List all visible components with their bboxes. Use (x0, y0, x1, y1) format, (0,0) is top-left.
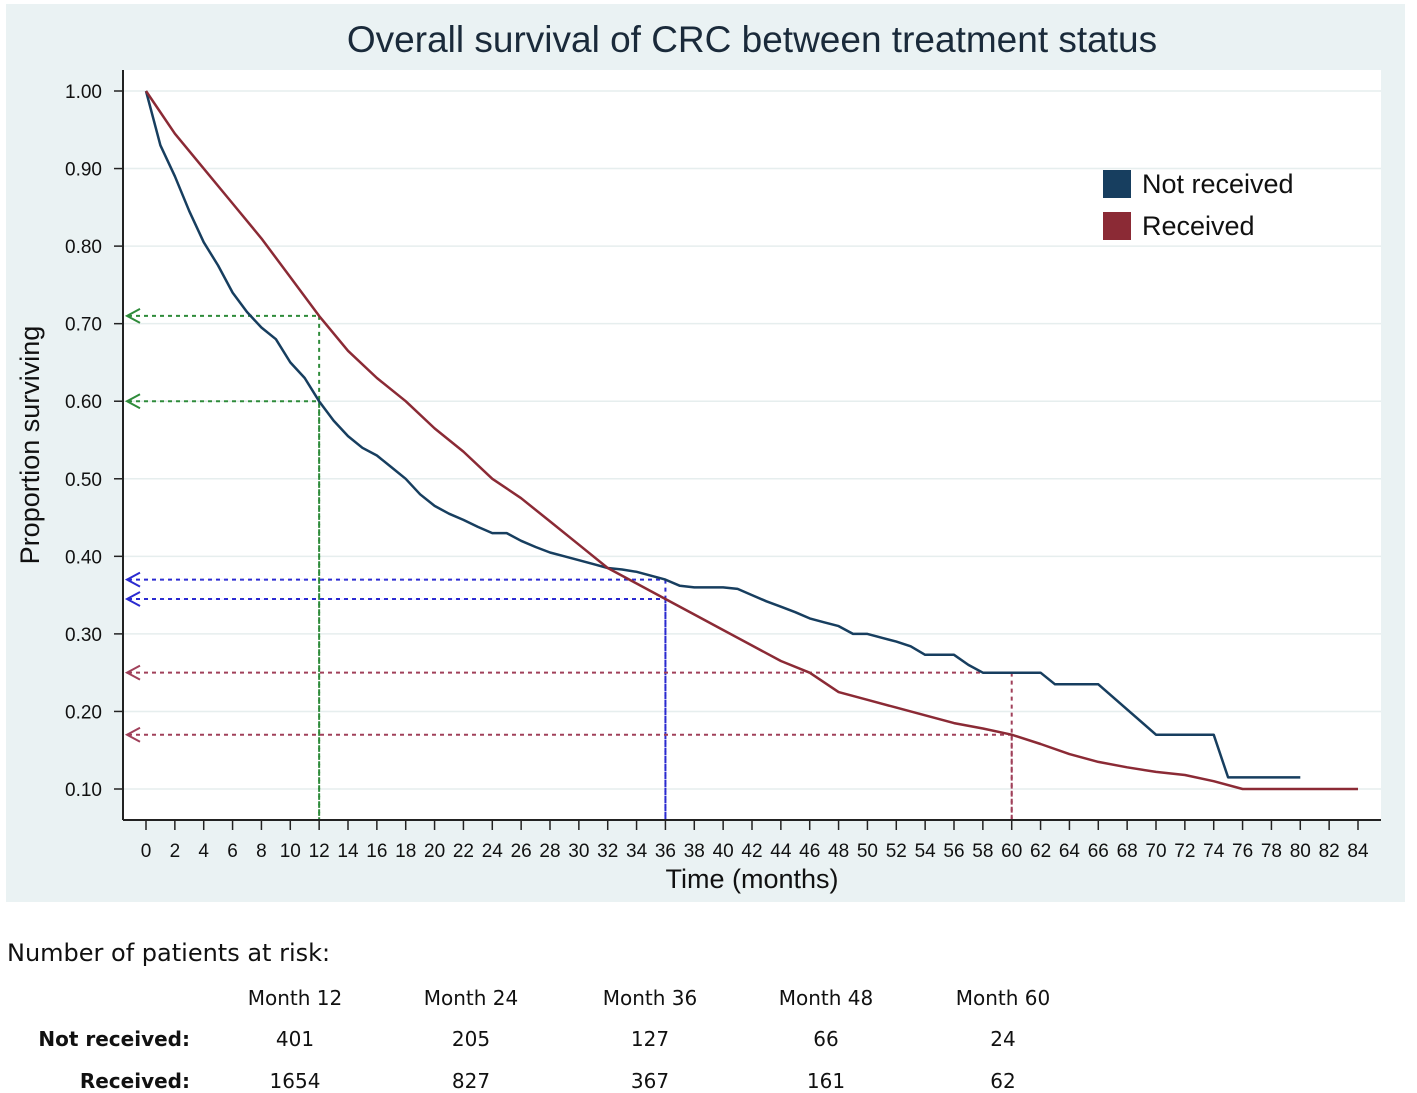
risk-header-month-24: Month 24 (423, 986, 519, 1010)
chart-panel: 1.00 0.90 0.80 0.70 0.60 0.50 0.40 0.30 0.20 0.10… (6, 4, 1405, 902)
y-axis-title: Proportion surviving (15, 326, 45, 565)
risk-cell: 161 (806, 1069, 846, 1093)
y-tick-label: 1.00 (65, 82, 102, 103)
x-tick-label: 12 (309, 841, 330, 862)
series-line-received (144, 90, 1358, 791)
risk-header-month-36: Month 36 (602, 986, 698, 1010)
x-tick-label: 82 (1319, 841, 1340, 862)
legend: Not received Received (1103, 169, 1294, 241)
x-tick-label: 30 (568, 841, 589, 862)
series-lines (144, 90, 1358, 791)
risk-header-month-60: Month 60 (955, 986, 1051, 1010)
x-tick-label: 64 (1059, 841, 1081, 862)
x-tick-label: 66 (1088, 841, 1109, 862)
risk-cell: 66 (813, 1027, 839, 1051)
x-tick-label: 62 (1030, 841, 1051, 862)
risk-cell: 367 (630, 1069, 670, 1093)
legend-swatch-received (1103, 212, 1131, 240)
risk-cell: 62 (990, 1069, 1016, 1093)
legend-swatch-not-received (1103, 170, 1131, 198)
risk-table-title: Number of patients at risk: (7, 939, 331, 967)
x-tick-label: 16 (366, 841, 387, 862)
x-tick-label: 14 (337, 841, 359, 862)
guide-arrow (124, 726, 141, 743)
x-tick-label: 56 (943, 841, 964, 862)
legend-label-not-received: Not received (1142, 169, 1294, 199)
x-tick-label: 44 (770, 841, 792, 862)
risk-table: Number of patients at risk: Month 12 Mon… (0, 935, 1417, 1093)
x-tick-label: 28 (539, 841, 560, 862)
x-tick-label: 0 (141, 841, 152, 862)
x-tick-label: 78 (1261, 841, 1282, 862)
x-axis-title: Time (months) (665, 864, 838, 894)
x-tick-label: 40 (713, 841, 734, 862)
x-tick-label: 46 (799, 841, 820, 862)
y-tick-label: 0.60 (65, 392, 102, 413)
risk-cell: 401 (275, 1027, 315, 1051)
y-tick-label: 0.80 (65, 237, 102, 258)
x-tick-label: 22 (453, 841, 474, 862)
plot-area (123, 70, 1381, 820)
x-ticks: 0 2 4 6 8 10 12 14 16 18 20 22 24 26 28 30 32 34 36 38 40 42 4… (141, 820, 1369, 862)
x-tick-label: 18 (395, 841, 416, 862)
x-tick-label: 60 (1001, 841, 1022, 862)
y-tick-label: 0.30 (65, 625, 102, 646)
grid-lines (123, 90, 1381, 790)
y-tick-label: 0.10 (65, 780, 102, 801)
y-ticks: 1.00 0.90 0.80 0.70 0.60 0.50 0.40 0.30 0.20 0.10 (65, 82, 123, 801)
risk-cell: 1654 (269, 1069, 321, 1093)
risk-header-month-48: Month 48 (778, 986, 874, 1010)
x-tick-label: 20 (424, 841, 445, 862)
x-tick-label: 74 (1203, 841, 1225, 862)
x-tick-label: 52 (886, 841, 907, 862)
x-tick-label: 24 (482, 841, 504, 862)
y-tick-label: 0.70 (65, 315, 102, 336)
y-tick-label: 0.40 (65, 547, 102, 568)
x-tick-label: 50 (857, 841, 878, 862)
x-tick-label: 54 (915, 841, 937, 862)
x-tick-label: 72 (1174, 841, 1195, 862)
risk-header-month-12: Month 12 (247, 986, 343, 1010)
x-tick-label: 36 (655, 841, 676, 862)
survival-chart: 1.00 0.90 0.80 0.70 0.60 0.50 0.40 0.30 0.20 0.10… (15, 19, 1381, 894)
risk-row-label-received: Received: (79, 1069, 190, 1093)
x-tick-label: 32 (597, 841, 618, 862)
risk-cell: 827 (451, 1069, 491, 1093)
y-tick-label: 0.20 (65, 702, 102, 723)
x-tick-label: 26 (511, 841, 532, 862)
x-tick-label: 6 (227, 841, 238, 862)
x-tick-label: 68 (1117, 841, 1138, 862)
x-tick-label: 76 (1232, 841, 1253, 862)
legend-label-received: Received (1142, 211, 1255, 241)
x-tick-label: 2 (170, 841, 181, 862)
guide-arrow (124, 393, 141, 410)
x-tick-label: 80 (1290, 841, 1311, 862)
guide-arrow (124, 664, 141, 681)
x-tick-label: 10 (280, 841, 301, 862)
guide-arrow (124, 591, 141, 607)
x-tick-label: 84 (1347, 841, 1369, 862)
x-tick-label: 58 (972, 841, 993, 862)
guide-arrow (124, 308, 141, 324)
x-tick-label: 38 (684, 841, 705, 862)
x-tick-label: 70 (1145, 841, 1166, 862)
x-tick-label: 4 (198, 841, 209, 862)
x-tick-label: 8 (256, 841, 267, 862)
risk-row-label-not-received: Not received: (38, 1027, 190, 1051)
x-tick-label: 48 (828, 841, 849, 862)
chart-title: Overall survival of CRC between treatmen… (347, 19, 1157, 60)
x-tick-label: 34 (626, 841, 648, 862)
guide-lines (124, 308, 1013, 820)
guide-arrow (124, 571, 141, 588)
risk-cell: 205 (451, 1027, 491, 1051)
risk-cell: 127 (630, 1027, 670, 1051)
x-tick-label: 42 (741, 841, 762, 862)
risk-cell: 24 (990, 1027, 1016, 1051)
y-tick-label: 0.50 (65, 470, 102, 491)
y-tick-label: 0.90 (65, 160, 102, 181)
